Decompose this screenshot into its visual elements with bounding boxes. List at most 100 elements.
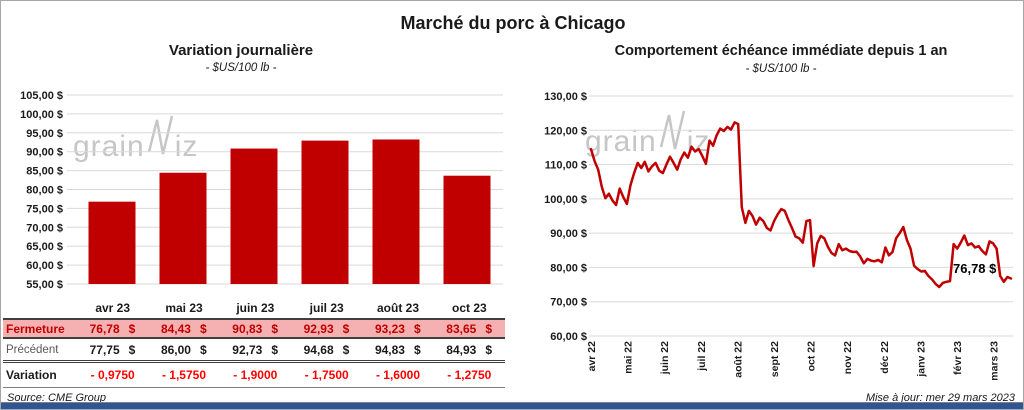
x-tick-label: juin 22 [659, 341, 671, 375]
cell-number: 86,00 [160, 342, 191, 357]
bar-avr 23 [88, 201, 136, 284]
currency-symbol: $ [342, 321, 350, 336]
cell-number: 94,68 [303, 342, 334, 357]
table-cell: 76,78 $ [77, 318, 149, 339]
price-table: avr 23 mai 23 juin 23 juil 23 août 23 oct 23 F… [3, 297, 505, 388]
currency-symbol: $ [199, 321, 207, 336]
y-tick-label: 100,00 $ [544, 194, 587, 206]
currency-symbol: $ [128, 321, 136, 336]
cell-number: 92,93 [303, 321, 334, 336]
table-cell: - 1,6000 [362, 363, 434, 388]
row-label-variation: Variation [3, 363, 77, 388]
y-tick-label: 130,00 $ [544, 91, 587, 103]
line-chart-title: Comportement échéance immédiate depuis 1… [614, 43, 948, 59]
cell-number: 77,75 [89, 342, 120, 357]
x-tick-label: sept 22 [769, 341, 781, 377]
table-cell: 83,65 $ [433, 318, 505, 339]
cell-number: 84,43 [160, 321, 191, 336]
y-tick-label: 60,00 $ [550, 331, 587, 343]
watermark-text-suffix: iz [174, 130, 199, 163]
x-tick-label: oct 22 [806, 341, 818, 372]
row-label-precedent: Précédent [3, 339, 77, 363]
table-col-header: juil 23 [309, 300, 344, 315]
x-tick-label: déc 22 [879, 341, 891, 374]
table-col-header: août 23 [376, 300, 419, 315]
currency-symbol: $ [413, 321, 421, 336]
price-line [589, 121, 1013, 289]
currency-symbol: $ [485, 342, 492, 357]
y-tick-label: 60,00 $ [26, 260, 63, 272]
table-col-header: mai 23 [165, 300, 203, 315]
table-cell: 86,00 $ [148, 339, 220, 363]
line-spike-icon [145, 114, 175, 162]
table-cell: - 1,9000 [219, 363, 291, 388]
table-cell: 94,68 $ [291, 339, 363, 363]
currency-symbol: $ [271, 342, 278, 357]
row-label-fermeture: Fermeture [3, 318, 77, 339]
y-tick-label: 90,00 $ [26, 147, 63, 159]
table-col-header: juin 23 [236, 300, 275, 315]
cell-number: 83,65 [446, 321, 477, 336]
grainwiz-watermark: grain iz [73, 114, 198, 162]
bar-août 23 [372, 139, 420, 284]
table-cell: - 1,5750 [148, 363, 220, 388]
table-col-header: avr 23 [95, 300, 131, 315]
bar-juin 23 [230, 148, 278, 284]
table-cell: 84,43 $ [148, 318, 220, 339]
y-tick-label: 90,00 $ [550, 228, 587, 240]
cell-number: 76,78 [89, 321, 120, 336]
table-cell: 93,23 $ [362, 318, 434, 339]
currency-symbol: $ [413, 342, 421, 357]
table-cell: 94,83 $ [362, 339, 434, 363]
currency-symbol: $ [271, 321, 278, 336]
table-cell: 92,93 $ [291, 318, 363, 339]
bar-oct 23 [443, 175, 491, 284]
currency-symbol: $ [342, 342, 350, 357]
y-tick-label: 70,00 $ [26, 222, 63, 234]
y-tick-label: 110,00 $ [545, 160, 587, 172]
y-tick-label: 80,00 $ [550, 262, 587, 274]
table-cell: - 1,2750 [433, 363, 505, 388]
table-corner-cell [3, 297, 77, 318]
cell-number: 84,93 [446, 342, 477, 357]
y-tick-label: 70,00 $ [550, 297, 587, 309]
x-tick-label: mars 23 [989, 341, 1001, 381]
bar-juil 23 [301, 140, 349, 284]
bar-chart: 105,00 $ 100,00 $ 95,00 $ 90,00 $ 85,00 $ 80,… [20, 90, 503, 291]
y-tick-label: 95,00 $ [26, 128, 63, 140]
line-chart: 130,00 $ 120,00 $ 110,00 $ 100,00 $ 90,00 $ 8… [544, 91, 1013, 381]
bar-chart-subtitle: - $US/100 lb - [205, 62, 277, 74]
y-tick-label: 80,00 $ [26, 185, 63, 197]
updated-label: Mise à jour: mer 29 mars 2023 [865, 392, 1015, 404]
y-tick-label: 75,00 $ [26, 203, 63, 215]
y-tick-label: 85,00 $ [26, 166, 63, 178]
bar-chart-title: Variation journalière [168, 42, 314, 59]
line-chart-subtitle: - $US/100 lb - [745, 63, 817, 75]
currency-symbol: $ [128, 342, 136, 357]
table-cell: 77,75 $ [77, 339, 149, 363]
last-price-label: 76,78 $ [953, 261, 997, 276]
x-tick-label: févr 23 [952, 341, 964, 375]
cell-number: 94,83 [374, 342, 405, 357]
y-tick-label: 120,00 $ [544, 125, 587, 137]
x-tick-label: juil 22 [696, 341, 708, 372]
y-tick-label: 65,00 $ [26, 241, 63, 253]
table-cell: 90,83 $ [219, 318, 291, 339]
bar-mai 23 [159, 172, 207, 284]
x-tick-label: avr 22 [586, 341, 598, 372]
cell-number: 93,23 [374, 321, 405, 336]
table-cell: 84,93 $ [433, 339, 505, 363]
currency-symbol: $ [199, 342, 207, 357]
watermark-text-prefix: grain [585, 125, 657, 158]
cell-number: 90,83 [232, 321, 263, 336]
currency-symbol: $ [485, 321, 492, 336]
y-tick-label: 55,00 $ [26, 279, 63, 291]
source-label: Source: CME Group [7, 392, 107, 404]
x-tick-label: janv 23 [915, 341, 927, 378]
table-col-header: oct 23 [451, 300, 487, 315]
x-tick-label: août 22 [732, 341, 744, 378]
x-tick-label: nov 22 [842, 341, 854, 374]
y-tick-label: 105,00 $ [20, 90, 63, 102]
table-cell: 92,73 $ [219, 339, 291, 363]
